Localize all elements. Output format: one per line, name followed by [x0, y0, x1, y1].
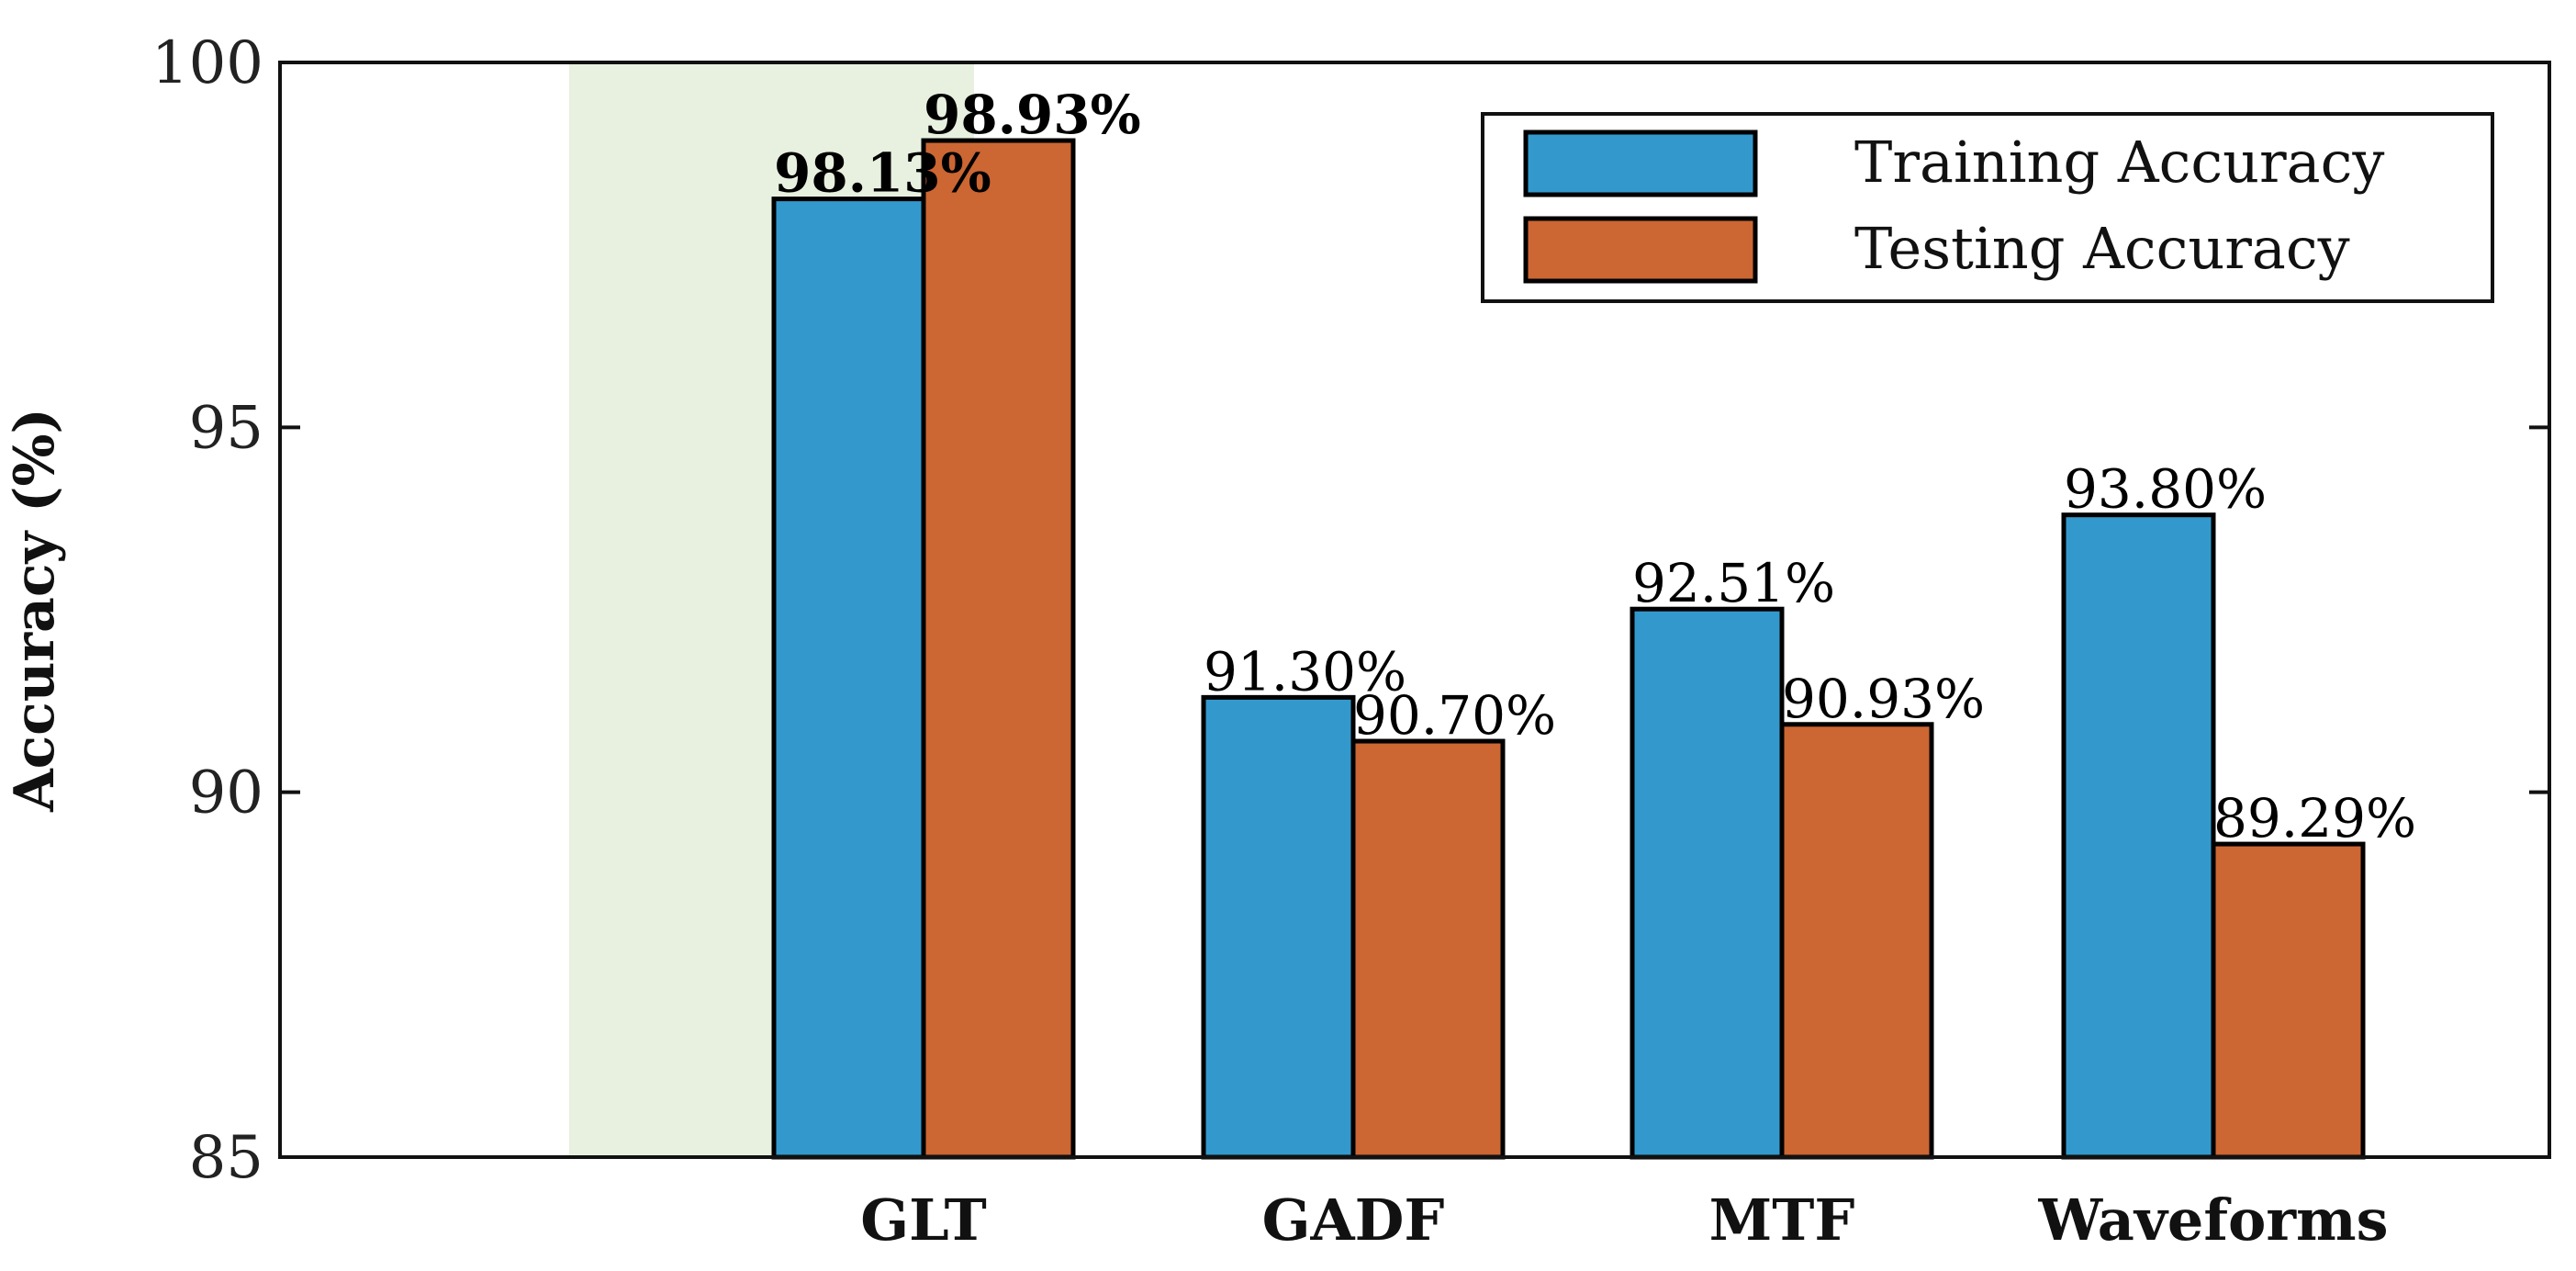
bar-mtf-training	[1630, 606, 1785, 1160]
data-label-waveforms-testing: 89.29%	[2213, 787, 2416, 849]
y-tick-label: 100	[151, 29, 263, 97]
data-label-gadf-training: 91.30%	[1204, 640, 1406, 703]
bar-data-labels: 98.13%98.93% 91.30%90.70% 92.51% 90.93% 93.8…	[774, 84, 2416, 849]
bar-glt-testing	[921, 138, 1076, 1160]
y-axis-ticks: 85 90 95 100	[151, 29, 2549, 1192]
y-tick-label: 95	[189, 394, 263, 462]
legend: Training Accuracy Testing Accuracy	[1481, 112, 2494, 303]
x-tick-label-mtf: MTF	[1709, 1187, 1855, 1254]
plot-area-frame	[278, 61, 2551, 1159]
bar-glt-training	[771, 197, 926, 1160]
data-label-glt-training: 98.13%	[774, 142, 991, 205]
y-tick-label: 90	[189, 759, 263, 827]
bar-waveforms-testing	[2211, 841, 2366, 1160]
bar-mtf-testing	[1779, 722, 1934, 1160]
bars-layer	[771, 138, 2366, 1160]
data-label-glt-testing: 98.93%	[924, 84, 1141, 146]
legend-label-testing: Testing Accuracy	[1854, 215, 2350, 282]
x-tick-label-glt: GLT	[860, 1187, 987, 1254]
x-tick-label-waveforms: Waveforms	[2037, 1187, 2388, 1254]
data-label-waveforms-training: 93.80%	[2064, 458, 2267, 521]
data-label-mtf-testing: 90.93%	[1782, 668, 1985, 730]
data-label-mtf-training: 92.51%	[1632, 552, 1835, 614]
bar-waveforms-training	[2061, 512, 2216, 1160]
bar-gadf-training	[1201, 694, 1356, 1160]
legend-label-training: Training Accuracy	[1854, 129, 2384, 196]
legend-swatch-testing	[1523, 216, 1758, 284]
x-axis-category-labels: GLT GADF MTF Waveforms	[860, 1187, 2388, 1254]
legend-swatch-training	[1523, 129, 1758, 197]
y-tick-label: 85	[189, 1124, 263, 1192]
x-tick-label-gadf: GADF	[1262, 1187, 1445, 1254]
y-axis-title: Accuracy (%)	[3, 408, 67, 813]
bar-gadf-testing	[1350, 738, 1506, 1160]
data-label-gadf-testing: 90.70%	[1353, 684, 1556, 747]
